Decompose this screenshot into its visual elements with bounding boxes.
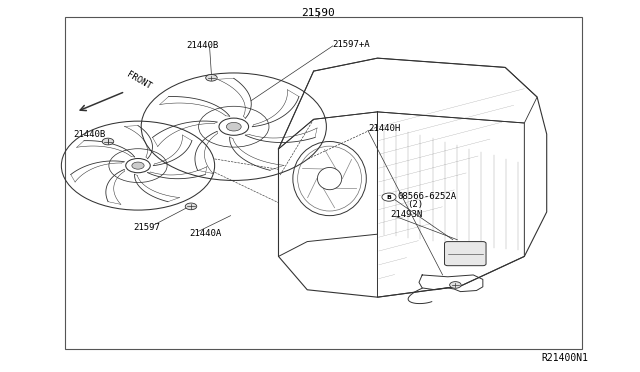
Circle shape — [205, 74, 217, 81]
Text: 21440B: 21440B — [186, 41, 218, 50]
Circle shape — [382, 193, 396, 201]
FancyBboxPatch shape — [445, 241, 486, 266]
Circle shape — [102, 138, 114, 145]
Ellipse shape — [227, 122, 241, 131]
Text: 21590: 21590 — [301, 8, 335, 18]
Text: (2): (2) — [407, 200, 423, 209]
Bar — [65, 17, 582, 349]
Circle shape — [450, 282, 461, 288]
Text: 21440A: 21440A — [189, 229, 221, 238]
Ellipse shape — [132, 162, 144, 169]
Text: 21440B: 21440B — [73, 129, 105, 139]
Text: 21440H: 21440H — [368, 124, 400, 133]
Text: 21493N: 21493N — [390, 211, 422, 219]
Circle shape — [185, 203, 196, 210]
Text: 08566-6252A: 08566-6252A — [397, 192, 456, 201]
Text: 21597+A: 21597+A — [333, 40, 371, 49]
Text: R21400N1: R21400N1 — [541, 353, 588, 363]
Text: 21597: 21597 — [133, 223, 160, 232]
Text: B: B — [387, 195, 392, 200]
Text: FRONT: FRONT — [125, 70, 153, 91]
